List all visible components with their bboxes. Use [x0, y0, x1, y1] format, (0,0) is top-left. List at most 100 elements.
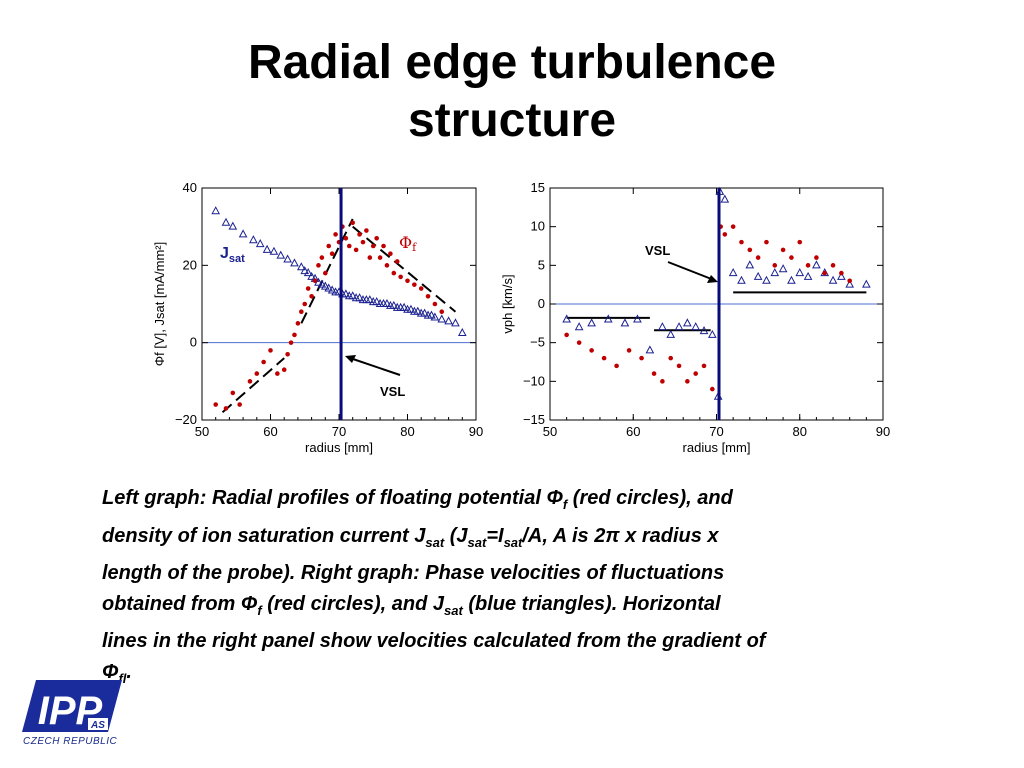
- phi-point: [329, 251, 335, 257]
- y-tick-label: 20: [183, 257, 197, 272]
- jsat-point: [290, 258, 299, 267]
- phi-point: [730, 224, 736, 229]
- vsl-arrow-head: [707, 275, 718, 283]
- jsat-point: [862, 279, 871, 288]
- vsl-arrow: [667, 261, 715, 281]
- y-tick-label: 0: [190, 335, 197, 350]
- phi-point: [305, 286, 311, 291]
- phi-point: [432, 301, 438, 307]
- y-tick-label: 5: [538, 257, 545, 272]
- phi-point: [639, 355, 644, 361]
- jsat-point: [255, 239, 265, 248]
- jsat-point: [427, 310, 436, 319]
- jsat-point: [674, 322, 684, 331]
- phi-point: [789, 255, 794, 260]
- phi-point: [576, 340, 582, 345]
- phi-point: [292, 332, 297, 338]
- phi-point: [394, 259, 400, 264]
- y-tick-label: −15: [523, 412, 545, 427]
- phi-point: [350, 220, 356, 226]
- page-title: Radial edge turbulence structure: [0, 34, 1024, 150]
- phi-point: [660, 379, 665, 384]
- phi-point: [288, 340, 294, 345]
- jsat-point: [845, 279, 855, 288]
- phi-point: [722, 232, 728, 237]
- x-tick-label: 70: [332, 424, 346, 439]
- jsat-point: [327, 285, 337, 294]
- y-tick-label: −20: [175, 412, 197, 427]
- fit-line: [221, 357, 285, 414]
- phi-point: [261, 359, 266, 365]
- jsat-point: [317, 279, 327, 288]
- jsat-point: [645, 345, 655, 354]
- jsat-label-sub: sat: [229, 253, 245, 265]
- phi-point: [391, 270, 397, 276]
- x-tick-label: 60: [263, 424, 277, 439]
- phi-point: [312, 278, 318, 284]
- jsat-point: [324, 283, 334, 292]
- phi-point: [701, 363, 707, 369]
- x-tick-label: 60: [626, 424, 640, 439]
- phi-point: [237, 402, 242, 407]
- phi-point: [601, 355, 607, 361]
- y-tick-label: 0: [538, 296, 545, 311]
- jsat-point: [787, 275, 796, 284]
- caption-line-2: density of ion saturation current Jsat (…: [102, 524, 719, 550]
- jsat-point: [348, 291, 358, 300]
- phi-point: [626, 348, 632, 353]
- phi-point: [614, 363, 619, 369]
- jsat-point: [587, 318, 596, 327]
- jsat-point: [803, 271, 813, 280]
- jsat-point: [413, 306, 423, 315]
- jsat-point: [451, 318, 460, 327]
- jsat-point: [341, 289, 351, 298]
- phi-label: Φf: [399, 233, 417, 254]
- phi-point: [346, 243, 352, 249]
- jsat-point: [262, 244, 272, 253]
- phi-point: [374, 235, 379, 241]
- jsat-point: [745, 260, 755, 269]
- phi-point: [439, 309, 445, 315]
- y-tick-label: −5: [530, 335, 545, 350]
- jsat-point: [574, 322, 584, 331]
- jsat-point: [658, 322, 667, 331]
- jsat-point: [457, 327, 467, 336]
- jsat-point: [420, 308, 429, 317]
- jsat-point: [778, 264, 788, 273]
- phi-label-main: Φ: [399, 233, 412, 252]
- phi-point: [388, 251, 393, 257]
- x-tick-label: 90: [876, 424, 890, 439]
- phi-point: [213, 402, 218, 407]
- caption-line-6: Φfl.: [102, 660, 132, 686]
- jsat-point: [770, 268, 780, 277]
- right-chart: 50 60 70 80 90 −15 −10 −5 0 5 10 15 radius [mm] vph […: [500, 180, 890, 455]
- y-tick-label: 40: [183, 180, 197, 195]
- phi-point: [839, 270, 844, 276]
- y-tick-label: 10: [531, 219, 545, 234]
- phi-point: [797, 239, 803, 245]
- jsat-point: [708, 329, 717, 338]
- phi-point: [676, 363, 682, 369]
- phi-point: [822, 270, 828, 276]
- fit-line: [352, 225, 457, 313]
- jsat-point: [406, 304, 416, 313]
- y-axis-title: vph [km/s]: [500, 274, 515, 333]
- jsat-point: [837, 271, 846, 280]
- jsat-point: [683, 318, 692, 327]
- phi-point: [299, 309, 304, 315]
- jsat-point: [382, 298, 392, 307]
- phi-point: [814, 255, 819, 260]
- phi-point: [747, 247, 753, 253]
- phi-point: [668, 355, 674, 361]
- phi-point: [693, 371, 698, 376]
- phi-point: [333, 232, 338, 237]
- phi-point: [739, 239, 744, 245]
- phi-point: [405, 278, 410, 284]
- jsat-point: [249, 235, 258, 244]
- caption-line-1: Left graph: Radial profiles of floating …: [102, 487, 733, 512]
- jsat-point: [828, 275, 838, 284]
- jsat-label-main: J: [220, 245, 229, 262]
- jsat-point: [620, 318, 630, 327]
- jsat-point: [389, 300, 399, 309]
- jsat-point: [812, 260, 821, 269]
